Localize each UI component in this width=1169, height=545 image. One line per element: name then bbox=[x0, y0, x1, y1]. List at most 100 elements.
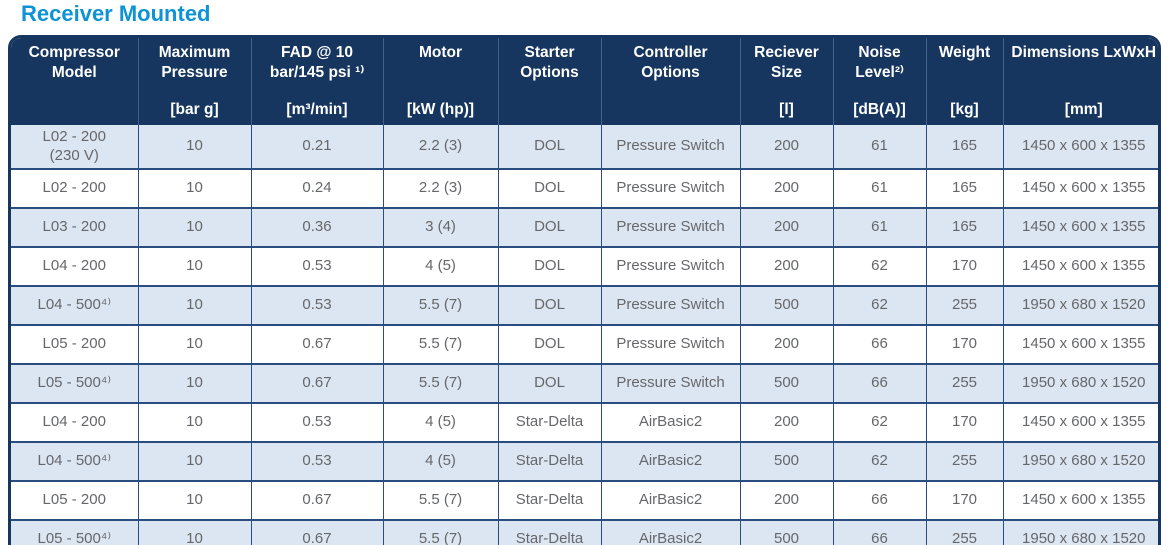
table-body: L02 - 200 (230 V) 10 0.21 2.2 (3) DOL Pressur… bbox=[11, 125, 1158, 545]
cell-starter: DOL bbox=[497, 207, 602, 248]
cell-dimensions: 1450 x 600 x 1355 bbox=[1002, 207, 1158, 248]
column-header-fad: FAD @ 10 bar/145 psi ¹⁾ [m³/min] bbox=[251, 38, 384, 125]
cell-motor: 4 (5) bbox=[382, 402, 499, 443]
cell-fad: 0.36 bbox=[250, 207, 384, 248]
cell-max_pressure: 10 bbox=[137, 519, 252, 545]
column-label: Motor bbox=[418, 44, 463, 61]
cell-motor: 2.2 (3) bbox=[382, 125, 499, 170]
cell-receiver_size: 200 bbox=[739, 246, 834, 287]
table-row: L04 - 200 10 0.53 4 (5) Star-Delta AirBasic2 2… bbox=[11, 402, 1158, 443]
cell-controller: Pressure Switch bbox=[600, 246, 741, 287]
cell-model: L04 - 200 bbox=[11, 246, 139, 287]
column-label: Controller Options bbox=[633, 44, 708, 81]
column-unit: [kg] bbox=[950, 101, 979, 119]
column-unit: [l] bbox=[779, 101, 794, 119]
cell-model: L02 - 200 bbox=[11, 168, 139, 209]
cell-controller: Pressure Switch bbox=[600, 207, 741, 248]
column-unit: [m³/min] bbox=[286, 101, 348, 119]
cell-noise_level: 62 bbox=[832, 402, 927, 443]
cell-receiver_size: 500 bbox=[739, 285, 834, 326]
cell-noise_level: 66 bbox=[832, 363, 927, 404]
cell-weight: 170 bbox=[925, 324, 1004, 365]
data-table: Compressor Model Maximum Pressure [bar g] F… bbox=[11, 38, 1159, 545]
cell-max_pressure: 10 bbox=[137, 441, 252, 482]
cell-fad: 0.67 bbox=[250, 363, 384, 404]
cell-starter: DOL bbox=[497, 168, 602, 209]
cell-model: L02 - 200 (230 V) bbox=[11, 125, 139, 170]
cell-receiver_size: 200 bbox=[739, 324, 834, 365]
column-header-controller: Controller Options bbox=[601, 38, 741, 125]
cell-fad: 0.21 bbox=[250, 125, 384, 170]
cell-max_pressure: 10 bbox=[137, 168, 252, 209]
cell-fad: 0.53 bbox=[250, 246, 384, 287]
cell-controller: Pressure Switch bbox=[600, 285, 741, 326]
cell-dimensions: 1950 x 680 x 1520 bbox=[1002, 285, 1158, 326]
cell-controller: AirBasic2 bbox=[600, 519, 741, 545]
cell-receiver_size: 200 bbox=[739, 125, 834, 170]
cell-noise_level: 66 bbox=[832, 324, 927, 365]
cell-dimensions: 1450 x 600 x 1355 bbox=[1002, 168, 1158, 209]
cell-starter: DOL bbox=[497, 125, 602, 170]
column-label: Dimensions LxWxH bbox=[1011, 44, 1157, 61]
column-unit: [mm] bbox=[1064, 101, 1103, 119]
cell-noise_level: 61 bbox=[832, 207, 927, 248]
cell-motor: 3 (4) bbox=[382, 207, 499, 248]
cell-model: L05 - 500⁴⁾ bbox=[11, 363, 139, 404]
column-label: Weight bbox=[938, 44, 991, 61]
column-header-inner: Reciever Size [l] bbox=[743, 43, 831, 119]
column-header-starter: Starter Options bbox=[498, 38, 602, 125]
column-header-inner: Dimensions LxWxH [mm] bbox=[1006, 43, 1159, 119]
cell-starter: Star-Delta bbox=[497, 441, 602, 482]
table-row: L05 - 200 10 0.67 5.5 (7) DOL Pressure Switch… bbox=[11, 324, 1158, 365]
table-row: L04 - 500⁴⁾ 10 0.53 4 (5) Star-Delta AirBasic… bbox=[11, 441, 1158, 482]
column-header-noise_level: Noise Level²⁾ [dB(A)] bbox=[833, 38, 927, 125]
table-row: L05 - 500⁴⁾ 10 0.67 5.5 (7) DOL Pressure Swit… bbox=[11, 363, 1158, 404]
cell-dimensions: 1450 x 600 x 1355 bbox=[1002, 125, 1158, 170]
cell-dimensions: 1950 x 680 x 1520 bbox=[1002, 363, 1158, 404]
column-header-max_pressure: Maximum Pressure [bar g] bbox=[138, 38, 252, 125]
cell-starter: DOL bbox=[497, 363, 602, 404]
column-header-inner: Motor [kW (hp)] bbox=[386, 43, 496, 119]
column-unit: [dB(A)] bbox=[853, 101, 906, 119]
column-header-inner: Compressor Model bbox=[13, 43, 136, 119]
cell-fad: 0.67 bbox=[250, 519, 384, 545]
cell-weight: 165 bbox=[925, 125, 1004, 170]
cell-max_pressure: 10 bbox=[137, 285, 252, 326]
table-row: L02 - 200 (230 V) 10 0.21 2.2 (3) DOL Pressur… bbox=[11, 125, 1158, 170]
cell-model: L05 - 500⁴⁾ bbox=[11, 519, 139, 545]
column-header-inner: FAD @ 10 bar/145 psi ¹⁾ [m³/min] bbox=[254, 43, 381, 119]
cell-starter: Star-Delta bbox=[497, 480, 602, 521]
cell-motor: 4 (5) bbox=[382, 246, 499, 287]
cell-receiver_size: 200 bbox=[739, 480, 834, 521]
cell-motor: 2.2 (3) bbox=[382, 168, 499, 209]
column-label: Reciever Size bbox=[754, 44, 819, 81]
cell-receiver_size: 500 bbox=[739, 519, 834, 545]
column-header-dimensions: Dimensions LxWxH [mm] bbox=[1003, 38, 1159, 125]
table-row: L05 - 200 10 0.67 5.5 (7) Star-Delta AirBasic… bbox=[11, 480, 1158, 521]
cell-noise_level: 66 bbox=[832, 480, 927, 521]
cell-dimensions: 1450 x 600 x 1355 bbox=[1002, 480, 1158, 521]
cell-controller: Pressure Switch bbox=[600, 324, 741, 365]
header-row: Compressor Model Maximum Pressure [bar g] F… bbox=[11, 38, 1159, 125]
cell-receiver_size: 500 bbox=[739, 363, 834, 404]
cell-starter: DOL bbox=[497, 324, 602, 365]
cell-model: L04 - 500⁴⁾ bbox=[11, 441, 139, 482]
cell-motor: 5.5 (7) bbox=[382, 480, 499, 521]
cell-receiver_size: 200 bbox=[739, 402, 834, 443]
cell-fad: 0.67 bbox=[250, 480, 384, 521]
column-unit: [bar g] bbox=[170, 101, 219, 119]
page-title: Receiver Mounted bbox=[21, 1, 211, 26]
cell-starter: Star-Delta bbox=[497, 519, 602, 545]
cell-weight: 255 bbox=[925, 441, 1004, 482]
cell-weight: 255 bbox=[925, 363, 1004, 404]
cell-weight: 165 bbox=[925, 207, 1004, 248]
cell-max_pressure: 10 bbox=[137, 402, 252, 443]
cell-controller: AirBasic2 bbox=[600, 480, 741, 521]
cell-controller: Pressure Switch bbox=[600, 125, 741, 170]
cell-noise_level: 66 bbox=[832, 519, 927, 545]
column-label: Maximum Pressure bbox=[158, 44, 231, 81]
column-header-weight: Weight [kg] bbox=[926, 38, 1004, 125]
table-row: L04 - 200 10 0.53 4 (5) DOL Pressure Switch 20… bbox=[11, 246, 1158, 287]
column-label: Compressor Model bbox=[28, 44, 120, 81]
